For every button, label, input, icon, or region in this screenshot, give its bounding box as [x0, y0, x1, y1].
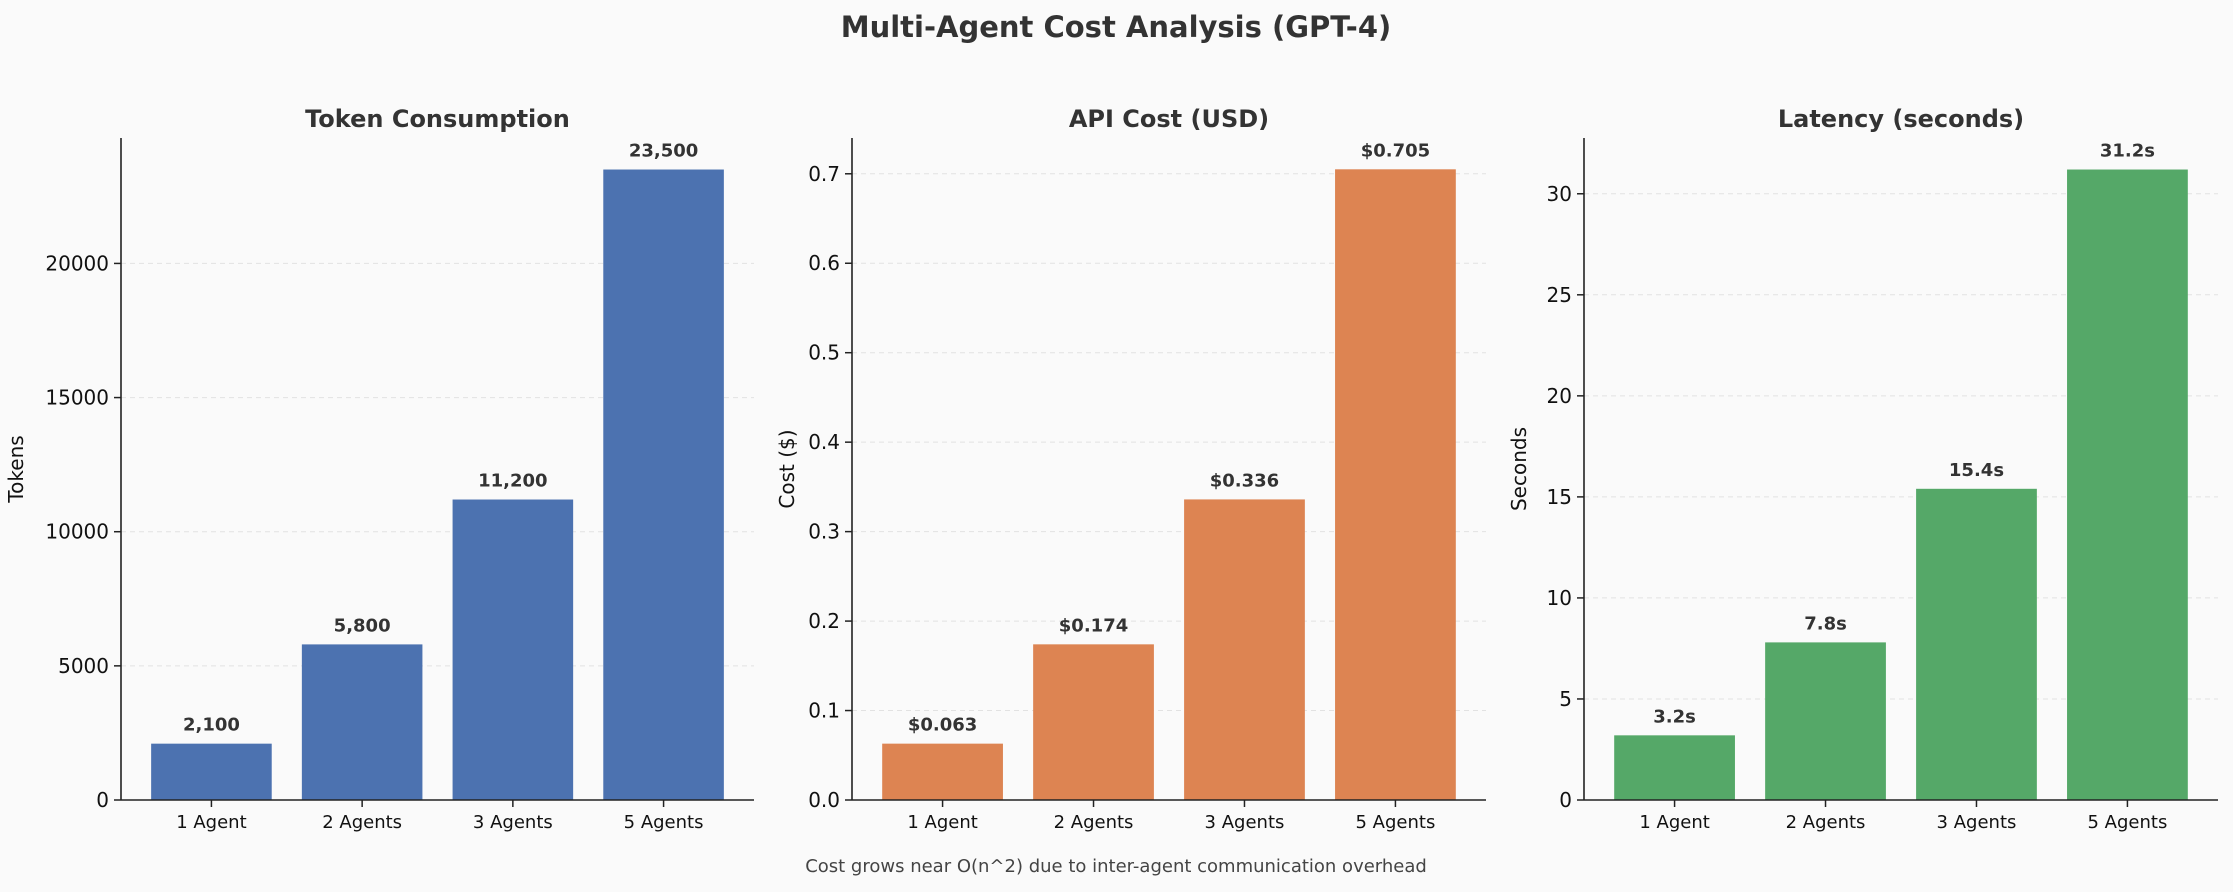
x-tick-label: 2 Agents — [322, 812, 402, 833]
y-tick-label: 30 — [1547, 182, 1572, 206]
y-tick-label: 0.0 — [808, 788, 840, 812]
panel-2: API Cost (USD) 0.0 0.1 0.2 0.3 0.4 0.5 0.6 0.7 Co… — [775, 105, 1486, 833]
y-tick-label: 15000 — [45, 386, 109, 410]
x-tick-label: 2 Agents — [1054, 812, 1134, 833]
x-tick-label: 1 Agent — [176, 812, 246, 833]
y-tick-label: 0.7 — [808, 162, 840, 186]
y-tick-label: 0 — [1559, 788, 1572, 812]
y-tick-label: 5 — [1559, 687, 1572, 711]
x-tick-label: 3 Agents — [1937, 812, 2017, 833]
y-tick-label: 10 — [1547, 586, 1572, 610]
x-tick-label: 5 Agents — [1356, 812, 1436, 833]
y-tick-label: 0.3 — [808, 520, 840, 544]
data-label: 23,500 — [629, 141, 698, 162]
data-label: $0.063 — [908, 715, 977, 736]
bar — [882, 743, 1003, 800]
y-tick-label: 15 — [1547, 485, 1572, 509]
data-label: 31.2s — [2100, 141, 2155, 162]
bar — [1614, 735, 1735, 800]
y-tick-label: 0.6 — [808, 251, 840, 275]
data-label: 7.8s — [1804, 613, 1847, 634]
bar — [1765, 642, 1886, 800]
y-tick-label: 10000 — [45, 520, 109, 544]
bar — [1916, 488, 2037, 800]
panel-title: Latency (seconds) — [1778, 105, 2024, 133]
data-label: 15.4s — [1949, 460, 2004, 481]
x-tick-label: 5 Agents — [624, 812, 704, 833]
y-axis-label: Tokens — [4, 435, 28, 503]
bar — [151, 743, 272, 800]
data-label: $0.336 — [1210, 470, 1279, 491]
panel-title: API Cost (USD) — [1069, 105, 1269, 133]
x-tick-label: 5 Agents — [2088, 812, 2168, 833]
bar — [1335, 169, 1456, 801]
bar — [2067, 169, 2188, 800]
panel-title: Token Consumption — [305, 105, 570, 133]
bar — [1184, 499, 1305, 800]
figure-title: Multi-Agent Cost Analysis (GPT-4) — [841, 10, 1392, 44]
bar — [301, 644, 423, 800]
bar — [603, 169, 724, 800]
x-tick-label: 2 Agents — [1786, 812, 1866, 833]
panel-1: Token Consumption 0 5000 10000 15000 20000 Tok… — [4, 105, 754, 833]
y-tick-label: 25 — [1547, 283, 1572, 307]
data-label: 2,100 — [183, 715, 240, 736]
footnote: Cost grows near O(n^2) due to inter-agen… — [805, 856, 1427, 877]
data-label: 11,200 — [478, 471, 547, 492]
data-label: $0.705 — [1361, 140, 1430, 161]
bar — [1033, 644, 1154, 800]
x-tick-label: 1 Agent — [1639, 812, 1709, 833]
y-tick-label: 0.2 — [808, 609, 840, 633]
y-tick-label: 0 — [96, 788, 109, 812]
y-tick-label: 0.1 — [808, 699, 840, 723]
x-tick-label: 3 Agents — [473, 812, 553, 833]
y-tick-label: 5000 — [58, 654, 109, 678]
y-tick-label: 20000 — [45, 251, 109, 275]
data-label: 3.2s — [1653, 706, 1696, 727]
x-tick-label: 1 Agent — [907, 812, 977, 833]
y-axis-label: Seconds — [1507, 427, 1531, 511]
data-label: $0.174 — [1059, 615, 1128, 636]
y-tick-label: 0.4 — [808, 430, 840, 454]
bar — [452, 499, 574, 800]
panel-3: Latency (seconds) 0 5 10 15 20 25 30 Seconds 3.2s… — [1507, 105, 2218, 833]
y-tick-label: 0.5 — [808, 341, 840, 365]
x-tick-label: 3 Agents — [1205, 812, 1285, 833]
data-label: 5,800 — [334, 615, 391, 636]
chart-panels: Token Consumption 0 5000 10000 15000 20000 Tok… — [4, 105, 2218, 833]
y-tick-label: 20 — [1547, 384, 1572, 408]
y-axis-label: Cost ($) — [775, 429, 799, 508]
